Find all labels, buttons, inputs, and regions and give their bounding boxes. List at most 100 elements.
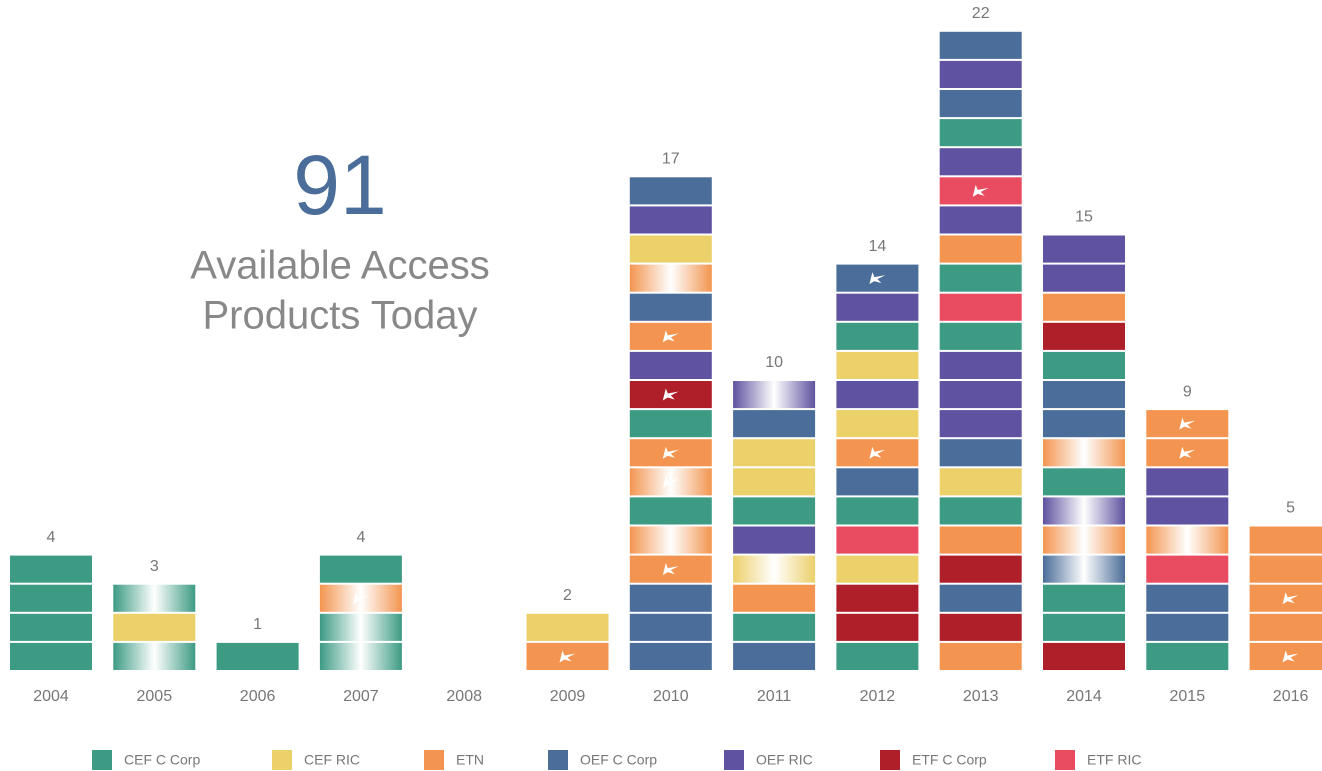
unit-block — [836, 526, 919, 554]
unit-block — [939, 235, 1022, 263]
product-icon — [662, 330, 679, 343]
x-tick-label: 2012 — [860, 688, 896, 705]
unit-block — [1043, 381, 1125, 409]
unit-block — [10, 613, 92, 641]
product-icon — [1179, 417, 1196, 430]
product-icon — [869, 272, 886, 285]
unit-block — [1043, 351, 1125, 379]
unit-block — [733, 642, 816, 670]
unit-block — [733, 439, 816, 467]
unit-block — [1043, 322, 1125, 350]
unit-block — [1146, 584, 1229, 612]
total-label: 3 — [150, 558, 159, 575]
unit-block — [319, 642, 402, 670]
unit-block — [836, 410, 919, 438]
x-tick-label: 2008 — [446, 688, 482, 705]
unit-block — [836, 322, 919, 350]
unit-block — [939, 264, 1022, 292]
unit-block — [1249, 526, 1322, 554]
total-label: 1 — [253, 616, 262, 633]
unit-block — [1146, 613, 1229, 641]
unit-block — [733, 526, 816, 554]
unit-block — [1043, 497, 1125, 525]
unit-block — [836, 613, 919, 641]
headline-line: Available Access — [190, 244, 489, 288]
unit-block — [733, 613, 816, 641]
legend-swatch — [424, 750, 444, 770]
x-tick-label: 2015 — [1170, 688, 1206, 705]
unit-block — [1146, 497, 1229, 525]
total-label: 22 — [972, 5, 990, 22]
x-tick-label: 2004 — [33, 688, 69, 705]
x-tick-label: 2010 — [653, 688, 689, 705]
legend-swatch — [548, 750, 568, 770]
unit-block — [1146, 555, 1229, 583]
unit-block — [939, 410, 1022, 438]
unit-block — [939, 206, 1022, 234]
unit-block — [836, 584, 919, 612]
unit-block — [10, 584, 92, 612]
unit-block — [113, 642, 196, 670]
legend-label: ETN — [456, 752, 484, 768]
unit-block — [836, 497, 919, 525]
total-label: 17 — [662, 151, 680, 168]
unit-block — [939, 90, 1022, 118]
legend-swatch — [1055, 750, 1075, 770]
unit-block — [629, 613, 712, 641]
unit-block — [629, 497, 712, 525]
x-tick-label: 2013 — [963, 688, 999, 705]
legend-label: CEF C Corp — [124, 752, 200, 768]
total-label: 15 — [1075, 209, 1093, 226]
unit-block — [1043, 468, 1125, 496]
total-label: 9 — [1183, 383, 1192, 400]
unit-block — [939, 322, 1022, 350]
unit-block — [733, 381, 816, 409]
x-tick-label: 2007 — [343, 688, 379, 705]
product-icon — [869, 446, 886, 459]
product-icon — [352, 592, 369, 605]
unit-block — [216, 642, 299, 670]
total-label: 14 — [869, 238, 887, 255]
total-label: 4 — [47, 529, 56, 546]
product-icon — [662, 563, 679, 576]
unit-block — [629, 264, 712, 292]
unit-block — [939, 642, 1022, 670]
total-label: 4 — [356, 529, 365, 546]
unit-block — [836, 642, 919, 670]
unit-block — [1249, 555, 1322, 583]
unit-block — [629, 642, 712, 670]
unit-block — [113, 584, 196, 612]
product-icon — [662, 388, 679, 401]
legend-swatch — [272, 750, 292, 770]
x-tick-label: 2014 — [1066, 688, 1102, 705]
unit-block — [939, 497, 1022, 525]
unit-block — [1249, 613, 1322, 641]
unit-block — [1043, 439, 1125, 467]
unit-block — [629, 293, 712, 321]
legend-swatch — [724, 750, 744, 770]
unit-block — [629, 235, 712, 263]
headline-line: Products Today — [203, 294, 478, 338]
unit-block — [629, 206, 712, 234]
legend-swatch — [92, 750, 112, 770]
unit-block — [939, 293, 1022, 321]
unit-block — [939, 555, 1022, 583]
product-icon — [1179, 446, 1196, 459]
unit-block — [629, 177, 712, 205]
unit-block — [1043, 584, 1125, 612]
total-label: 10 — [765, 354, 783, 371]
unit-block — [939, 526, 1022, 554]
unit-block — [319, 613, 402, 641]
unit-block — [836, 351, 919, 379]
total-label: 5 — [1286, 500, 1295, 517]
product-icon — [662, 446, 679, 459]
unit-block — [629, 526, 712, 554]
legend-label: OEF RIC — [756, 752, 813, 768]
unit-block — [1043, 613, 1125, 641]
legend-label: CEF RIC — [304, 752, 360, 768]
unit-block — [10, 642, 92, 670]
unit-block — [1146, 526, 1229, 554]
unit-block — [939, 119, 1022, 147]
unit-block — [836, 555, 919, 583]
